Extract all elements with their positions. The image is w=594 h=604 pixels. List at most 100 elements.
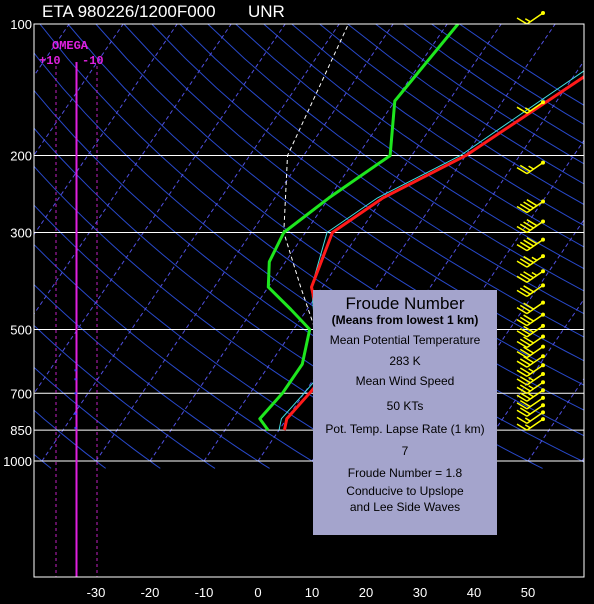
- wind-barb-feather: [519, 304, 531, 313]
- wind-barb-feather: [516, 416, 528, 424]
- wind-barb-tip: [541, 199, 545, 204]
- wind-barb-feather: [519, 367, 531, 375]
- wind-barb-tip: [541, 380, 545, 385]
- temperature-tick-label: 30: [413, 585, 427, 600]
- wind-barb-feather: [516, 225, 528, 234]
- temperature-tick-label: -20: [141, 585, 160, 600]
- wind-barb-half-feather: [528, 385, 534, 390]
- wind-barb-feather: [519, 384, 531, 392]
- conducive-line-1: Conducive to Upslope: [346, 484, 464, 498]
- wind-barb-feather: [516, 369, 528, 377]
- dry-adiabat-line: [318, 24, 584, 206]
- wind-barb-tip: [541, 417, 545, 422]
- wind-barb: [516, 363, 545, 377]
- wind-barb-feather: [516, 275, 528, 283]
- wind-barb-tip: [541, 363, 545, 368]
- wind-barb-staff: [526, 12, 544, 25]
- isotherms: [34, 24, 584, 462]
- dry-adiabat-line: [151, 24, 584, 338]
- temperature-tick-label: 50: [521, 585, 535, 600]
- wind-barb-tip: [541, 371, 545, 376]
- wind-barb: [516, 323, 545, 338]
- dry-adiabat-line: [262, 24, 584, 248]
- wind-barb-tip: [541, 237, 545, 242]
- wind-barb-feather: [523, 356, 534, 364]
- wind-barb-tip: [541, 283, 545, 288]
- dry-adiabat-line: [346, 24, 584, 185]
- wind-barb-feather: [523, 285, 534, 293]
- wind-barb-feather: [516, 409, 528, 417]
- wind-barb-tip: [541, 388, 545, 393]
- dry-adiabat-line: [34, 243, 325, 469]
- pressure-tick-label: 300: [10, 226, 32, 241]
- wind-barb-tip: [541, 354, 545, 359]
- wind-barb-feather: [526, 199, 538, 207]
- wind-barb-tip: [541, 395, 545, 400]
- wind-barb-feather: [519, 241, 531, 249]
- omega-panel: [55, 62, 98, 577]
- wind-barb: [516, 388, 545, 402]
- wind-barb-feather: [519, 338, 531, 346]
- wind-barb-half-feather: [524, 18, 531, 23]
- wind-barb-feather: [516, 260, 528, 268]
- lapse-rate-label: Pot. Temp. Lapse Rate (1 km): [325, 422, 485, 436]
- isotherm-line: [34, 24, 178, 236]
- mean-pot-temp-value: 283 K: [389, 354, 421, 368]
- omega-label: OMEGA: [52, 39, 89, 53]
- wind-barb: [516, 283, 545, 298]
- wind-barb: [516, 312, 545, 327]
- wind-barb-feather: [519, 392, 531, 400]
- wind-barb-half-feather: [528, 376, 534, 382]
- wind-barb-feather: [523, 302, 534, 310]
- wind-barb-tip: [541, 312, 545, 317]
- wind-barb-tip: [541, 160, 545, 165]
- wind-barb: [516, 237, 545, 252]
- wind-barb-feather: [519, 223, 531, 231]
- pressure-tick-label: 500: [10, 322, 32, 337]
- wind-barb-feather: [516, 378, 528, 386]
- wind-barb-feather: [516, 166, 528, 175]
- temperature-tick-label: 10: [305, 585, 319, 600]
- wind-barb: [516, 254, 545, 268]
- dry-adiabat-line: [95, 24, 584, 386]
- wind-barb: [516, 403, 545, 417]
- chart-title: ETA 980226/1200F000: [42, 2, 216, 21]
- wind-barb-feather: [516, 318, 528, 327]
- wind-barb-staff: [526, 255, 544, 268]
- wind-barb-feather: [519, 258, 531, 266]
- wind-barb-feather: [519, 203, 531, 211]
- dry-adiabat-line: [34, 324, 216, 469]
- froude-title: Froude Number: [345, 294, 465, 313]
- wind-barb-tip: [541, 269, 545, 274]
- dry-adiabat-line: [34, 52, 584, 463]
- froude-subtitle: (Means from lowest 1 km): [331, 313, 479, 327]
- temperature-tick-label: 20: [359, 585, 373, 600]
- wind-barb-feather: [519, 327, 531, 336]
- wind-barb-tip: [541, 254, 545, 259]
- wind-barb: [516, 199, 545, 214]
- parcel-line: [283, 24, 349, 330]
- froude-number-value: Froude Number = 1.8: [347, 466, 463, 480]
- temperature-tick-label: -10: [195, 585, 214, 600]
- wind-barb-feather: [526, 237, 538, 245]
- wind-barbs: [516, 11, 545, 431]
- isotherm-line: [149, 24, 448, 462]
- wind-barb-feather: [523, 201, 534, 209]
- wind-barb-feather: [516, 394, 528, 402]
- dry-adiabat-line: [207, 24, 584, 292]
- wind-barb-half-feather: [524, 424, 531, 429]
- dry-adiabat-line: [234, 24, 584, 270]
- pressure-tick-label: 700: [10, 386, 32, 401]
- wind-barb-tip: [541, 410, 545, 415]
- dry-adiabat-line: [67, 24, 584, 411]
- wind-barb-feather: [519, 316, 531, 324]
- wind-barb: [516, 344, 545, 359]
- wind-barb-feather: [523, 239, 534, 247]
- wind-barb-tip: [541, 100, 545, 105]
- wind-barb-feather: [516, 340, 528, 349]
- wind-barb-half-feather: [528, 393, 534, 398]
- wind-barb: [516, 371, 545, 386]
- conducive-line-2: and Lee Side Waves: [349, 500, 461, 514]
- wind-barb-feather: [523, 346, 534, 354]
- pressure-tick-label: 850: [10, 423, 32, 438]
